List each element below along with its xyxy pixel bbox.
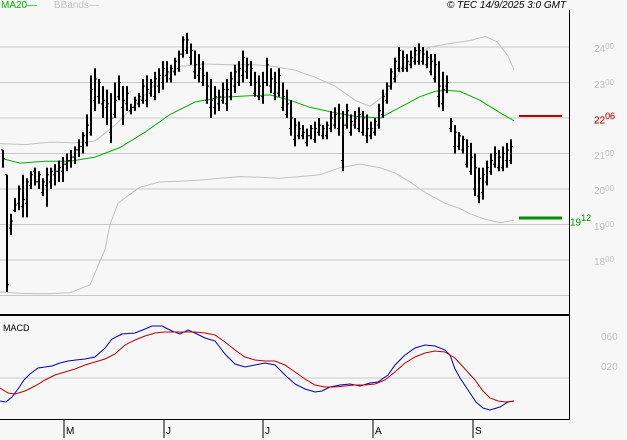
month-label: S: [475, 426, 482, 437]
price-tick-label: 2100: [594, 148, 615, 162]
legend-bbands: BBands—: [53, 0, 99, 11]
bbands-upper-line: [0, 35, 515, 146]
macd-line: [0, 325, 515, 411]
month-label: J: [166, 426, 171, 437]
bbands-lower-line: [0, 163, 515, 295]
legend-ma20: MA20—: [1, 0, 38, 11]
macd-tick-label: 020: [601, 362, 618, 373]
month-label: M: [66, 426, 75, 437]
price-tick-label: 2300: [594, 77, 615, 91]
support-label: 1912: [570, 213, 592, 229]
month-label: A: [375, 426, 382, 437]
price-tick-label: 1900: [594, 219, 615, 233]
copyright-timestamp: © TEC 14/9/2025 3:0 GMT: [447, 0, 567, 11]
resistance-label: 2206: [594, 111, 616, 127]
macd-tick-label: 060: [601, 332, 618, 343]
month-label: J: [265, 426, 270, 437]
price-tick-label: 2000: [594, 184, 615, 197]
price-tick-label: 2200: [594, 113, 615, 126]
macd-title: MACD: [3, 323, 30, 333]
price-tick-label: 1800: [594, 255, 615, 268]
price-tick-label: 2400: [594, 42, 615, 55]
signal-line: [0, 331, 515, 403]
chart-legend: MA20— BBands—: [1, 0, 99, 12]
